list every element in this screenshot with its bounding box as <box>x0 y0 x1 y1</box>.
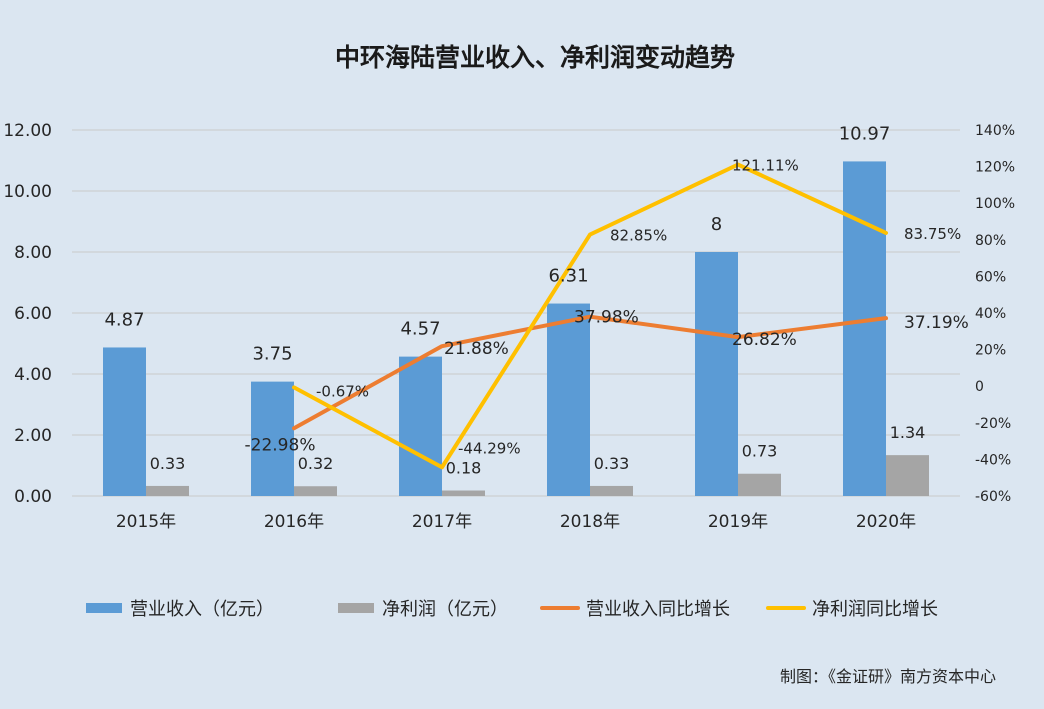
legend-swatch <box>86 603 122 613</box>
line-value-label: 83.75% <box>904 225 961 243</box>
bar <box>738 473 781 496</box>
line-value-label: -44.29% <box>458 439 521 457</box>
right-tick-label: 20% <box>975 343 1006 359</box>
category-label: 2016年 <box>264 512 324 532</box>
right-tick-label: -60% <box>975 489 1011 505</box>
bar-value-label: 8 <box>711 214 722 235</box>
bar <box>590 485 633 496</box>
legend-swatch <box>338 603 374 613</box>
bar <box>843 161 886 497</box>
bars <box>103 161 929 497</box>
bar <box>251 381 294 496</box>
line-value-label: -0.67% <box>316 382 369 400</box>
bar-value-label: 1.34 <box>890 423 926 442</box>
bar-value-label: 0.18 <box>446 459 482 478</box>
right-tick-label: 0 <box>975 379 984 395</box>
right-tick-label: 140% <box>975 123 1015 139</box>
line-value-label: 121.11% <box>732 157 799 175</box>
line-value-label: 21.88% <box>444 339 509 359</box>
lines <box>292 162 888 470</box>
left-axis-ticks: 0.00 2.00 4.00 6.00 8.00 10.00 12.00 <box>3 121 52 507</box>
bar-value-label: 6.31 <box>548 266 588 287</box>
category-label: 2020年 <box>856 512 916 532</box>
bar <box>146 485 189 496</box>
line-value-label: 37.98% <box>574 308 639 328</box>
bar-value-label: 0.32 <box>298 454 334 473</box>
gridlines <box>72 129 960 497</box>
bar-value-label: 3.75 <box>252 344 292 365</box>
line-value-label: 26.82% <box>732 330 797 350</box>
series-line <box>292 314 888 431</box>
line-value-label: -22.98% <box>245 435 316 455</box>
bar <box>442 490 485 496</box>
line-value-label: 82.85% <box>610 227 667 245</box>
bar <box>886 455 929 496</box>
line-value-label: 37.19% <box>904 313 969 333</box>
left-tick-label: 10.00 <box>3 182 52 202</box>
legend-label: 净利润（亿元） <box>382 599 508 620</box>
right-axis-ticks: -60% -40% -20% 0 20% 40% 60% 80% 100% 120% 140% <box>975 123 1015 505</box>
right-tick-label: 60% <box>975 269 1006 285</box>
bar <box>294 486 337 496</box>
left-tick-label: 2.00 <box>14 426 52 446</box>
left-tick-label: 12.00 <box>3 121 52 141</box>
legend-label: 净利润同比增长 <box>812 599 938 620</box>
right-tick-label: 100% <box>975 196 1015 212</box>
legend-label: 营业收入同比增长 <box>586 599 730 620</box>
category-label: 2015年 <box>116 512 176 532</box>
right-tick-label: 80% <box>975 233 1006 249</box>
data-labels: 4.87 3.75 4.57 6.31 8 10.97 0.33 0.32 0.18 0.33 0.… <box>104 123 968 477</box>
left-tick-label: 8.00 <box>14 243 52 263</box>
right-tick-label: 120% <box>975 160 1015 176</box>
bar-value-label: 10.97 <box>839 123 891 144</box>
bar <box>547 303 590 496</box>
bar-value-label: 0.33 <box>594 454 630 473</box>
chart-title: 中环海陆营业收入、净利润变动趋势 <box>335 43 735 72</box>
bar-value-label: 0.33 <box>150 454 186 473</box>
left-tick-label: 4.00 <box>14 365 52 385</box>
bar-value-label: 4.87 <box>104 309 144 330</box>
source-note: 制图：《金证研》南方资本中心 <box>780 667 996 686</box>
right-tick-label: -20% <box>975 416 1011 432</box>
right-tick-label: -40% <box>975 452 1011 468</box>
legend: 营业收入（亿元） 净利润（亿元） 营业收入同比增长 净利润同比增长 <box>86 599 938 620</box>
bar <box>695 252 738 496</box>
bar-value-label: 4.57 <box>400 319 440 340</box>
category-labels: 2015年 2016年 2017年 2018年 2019年 2020年 <box>116 512 916 532</box>
left-tick-label: 6.00 <box>14 304 52 324</box>
right-tick-label: 40% <box>975 306 1006 322</box>
legend-label: 营业收入（亿元） <box>130 599 274 620</box>
bar-value-label: 0.73 <box>742 442 778 461</box>
bar <box>103 347 146 496</box>
category-label: 2019年 <box>708 512 768 532</box>
series-line <box>292 162 888 470</box>
left-tick-label: 0.00 <box>14 487 52 507</box>
bar <box>399 356 442 496</box>
category-label: 2018年 <box>560 512 620 532</box>
category-label: 2017年 <box>412 512 472 532</box>
